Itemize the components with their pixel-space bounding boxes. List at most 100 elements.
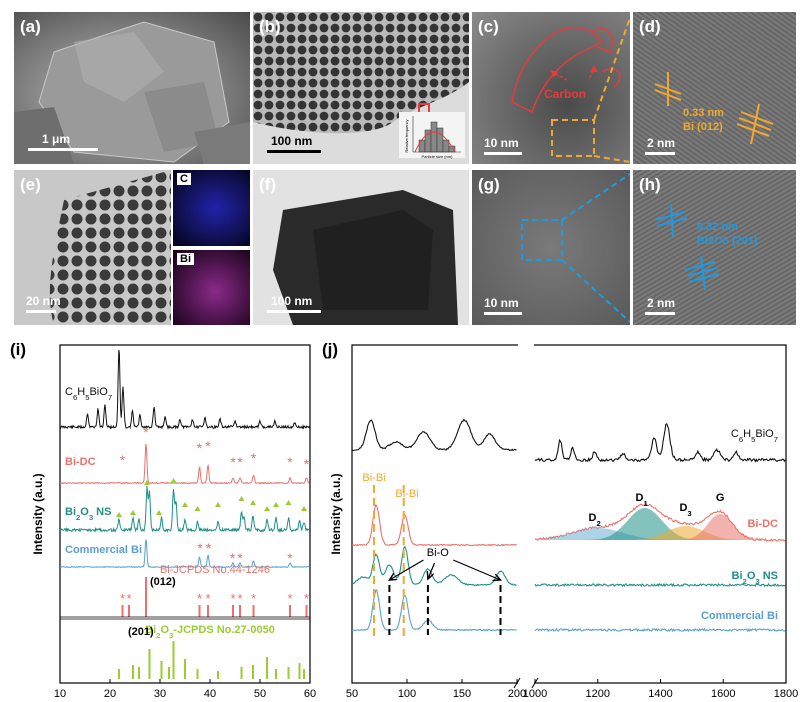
x-tick-label: 100 bbox=[398, 688, 416, 700]
bi-peak-marker: * bbox=[287, 550, 293, 566]
x-tick-label: 50 bbox=[346, 688, 358, 700]
sem-texture bbox=[14, 21, 250, 164]
bi-peak-marker: * bbox=[230, 454, 236, 470]
ref-bi-marker: * bbox=[304, 591, 309, 606]
bi2o3-peak-marker bbox=[250, 500, 256, 505]
bio-label: Bi-O bbox=[427, 547, 449, 559]
deconvolution-band bbox=[535, 526, 786, 540]
panel-a-label: (a) bbox=[20, 17, 41, 36]
ref-bi-marker: * bbox=[126, 591, 131, 606]
bulk-particle bbox=[273, 190, 458, 325]
x-tick-label: 1400 bbox=[648, 688, 672, 700]
panel-c-hrtem-image: Carbon (c) 10 nm bbox=[472, 12, 630, 164]
eds-c-label: C bbox=[177, 173, 191, 185]
bi2o3-peak-marker bbox=[144, 480, 150, 485]
x-tick-label: 1600 bbox=[711, 688, 735, 700]
panel-d-scalebar bbox=[645, 152, 675, 155]
bi-peak-marker: * bbox=[197, 540, 203, 556]
panel-e-label: (e) bbox=[20, 175, 41, 194]
bi2o3-peak-marker bbox=[273, 502, 279, 507]
raman-series-line bbox=[351, 589, 517, 632]
panel-c-label: (c) bbox=[478, 17, 499, 36]
series-label-bi2o3: Bi2O3 NS bbox=[65, 506, 111, 522]
panel-h-lattice-image: 0.32 nm Bi2O3 (201) (h) 2 nm bbox=[633, 170, 796, 325]
ref-bi-marker: * bbox=[205, 591, 210, 606]
panel-g-hrtem-image: (g) 10 nm bbox=[472, 170, 630, 325]
inset-xlabel: Particle size (nm) bbox=[422, 154, 454, 159]
ref-bi-marker: * bbox=[120, 591, 125, 606]
x-tick-label: 1800 bbox=[774, 688, 798, 700]
bi-peak-marker: * bbox=[230, 550, 236, 566]
band-label-d3: D3 bbox=[679, 502, 691, 518]
panel-b-label: (b) bbox=[259, 17, 281, 36]
xrd-series-line bbox=[59, 485, 310, 534]
panel-a-scale-text: 1 μm bbox=[42, 132, 71, 146]
panel-c-scale-text: 10 nm bbox=[484, 136, 519, 150]
panel-b-scale-text: 100 nm bbox=[271, 134, 313, 148]
bi2o3-peak-marker bbox=[285, 500, 292, 505]
panel-e-tem-image: (e) 20 nm bbox=[14, 170, 171, 325]
x-tick-label: 150 bbox=[453, 688, 471, 700]
bi-peak-marker: * bbox=[143, 424, 149, 440]
raman-series-line bbox=[534, 627, 786, 633]
panel-b-scalebar bbox=[267, 150, 321, 153]
series-label-c6h5bio7: C6H5BiO7 bbox=[731, 428, 778, 444]
eds-map-carbon: C bbox=[173, 170, 250, 246]
deconvolution-band bbox=[535, 508, 786, 540]
series-label-bi2o3: Bi2O3 NS bbox=[732, 570, 778, 586]
x-tick-label: 1000 bbox=[523, 688, 547, 700]
panel-g-scale-text: 10 nm bbox=[484, 296, 519, 310]
bi-peak-marker: * bbox=[304, 456, 310, 472]
bi2o3-peak-marker bbox=[116, 512, 122, 517]
bi2o3-peak-marker bbox=[264, 506, 270, 511]
ref-bi-marker: * bbox=[237, 591, 242, 606]
bi-peak-marker: * bbox=[237, 454, 243, 470]
bi2o3-peak-marker bbox=[215, 502, 221, 507]
raman-series-line bbox=[351, 418, 517, 452]
particle-texture-e bbox=[49, 170, 171, 325]
ref-bi-marker: * bbox=[230, 591, 235, 606]
x-tick-label: 10 bbox=[54, 688, 66, 700]
lattice-h-overlay: 0.32 nm Bi2O3 (201) bbox=[654, 203, 758, 291]
d-spacing-label: 0.33 nm bbox=[683, 107, 724, 119]
plot-frame bbox=[59, 344, 311, 684]
bi2o3-peak-marker bbox=[194, 506, 201, 511]
bi2o3-peak-marker bbox=[156, 510, 162, 515]
x-tick-label: 1200 bbox=[586, 688, 610, 700]
series-label-bidc: Bi-DC bbox=[65, 456, 96, 468]
bi2o3-peak-marker bbox=[238, 496, 245, 501]
bi2o3-peak-marker bbox=[182, 502, 188, 507]
xrd-chart: (i) 1020304050602 theta (degree)Intensit… bbox=[10, 340, 316, 700]
y-axis-label: Intensity (a.u.) bbox=[329, 473, 343, 554]
bi-peak-marker: * bbox=[120, 452, 126, 468]
annotation-012: (012) bbox=[150, 576, 176, 588]
panel-h-scalebar bbox=[645, 312, 675, 315]
panel-j-label: (j) bbox=[322, 340, 338, 359]
bi-peak-marker: * bbox=[197, 440, 203, 456]
band-label-g: G bbox=[716, 492, 725, 504]
panel-g-scalebar bbox=[484, 312, 522, 315]
lattice-d-overlay: 0.33 nm Bi (012) bbox=[654, 72, 774, 145]
raman-series-line bbox=[351, 545, 517, 587]
d-plane-label: Bi (012) bbox=[683, 121, 723, 133]
panel-a-sem-image: (a) 1 μm bbox=[14, 12, 250, 164]
bi2o3-peak-marker bbox=[301, 506, 307, 511]
bi-peak-marker: * bbox=[287, 454, 293, 470]
annotation-201: (201) bbox=[128, 626, 154, 638]
bibi-label: Bi-Bi bbox=[362, 472, 385, 484]
panel-e-scalebar bbox=[26, 310, 56, 313]
panel-g-label: (g) bbox=[478, 175, 500, 194]
axis-break-gap-top bbox=[518, 341, 534, 349]
panel-d-scale-text: 2 nm bbox=[647, 136, 676, 150]
bi-peak-marker: * bbox=[237, 550, 243, 566]
plot-frame bbox=[351, 344, 787, 684]
bi2o3-peak-marker bbox=[130, 510, 136, 515]
panel-f-scale-text: 100 nm bbox=[271, 294, 313, 308]
x-tick-label: 20 bbox=[104, 688, 116, 700]
panel-d-lattice-image: 0.33 nm Bi (012) (d) 2 nm bbox=[633, 12, 796, 164]
panel-e-scale-text: 20 nm bbox=[26, 294, 61, 308]
ref-bi-marker: * bbox=[251, 591, 256, 606]
raman-series-line bbox=[534, 422, 786, 463]
xrd-series-line bbox=[59, 443, 310, 485]
panel-c-scalebar bbox=[484, 152, 522, 155]
